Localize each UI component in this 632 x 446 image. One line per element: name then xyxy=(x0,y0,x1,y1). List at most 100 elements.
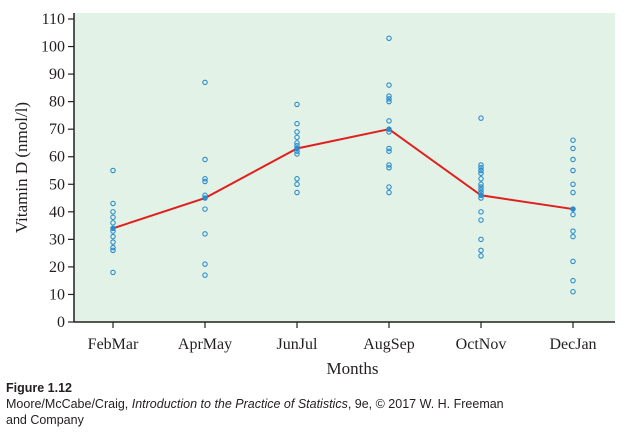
y-tick-label: 100 xyxy=(41,39,65,56)
credit-edition: , 9e, © 2017 W. H. Freeman xyxy=(347,397,504,411)
data-point xyxy=(570,211,576,218)
data-point xyxy=(570,258,576,265)
data-point xyxy=(110,214,116,221)
data-point xyxy=(386,145,392,152)
data-point xyxy=(386,162,392,168)
y-tick-label: 60 xyxy=(49,149,65,166)
x-tick-label: JunJul xyxy=(277,336,318,353)
data-point xyxy=(386,184,392,190)
data-point xyxy=(110,200,116,207)
data-point xyxy=(570,288,576,295)
x-tick-label: OctNov xyxy=(456,336,507,353)
mean-point xyxy=(294,146,300,151)
data-point xyxy=(570,167,576,174)
figure-caption: Figure 1.12 Moore/McCabe/Craig, Introduc… xyxy=(6,380,626,428)
data-point xyxy=(294,129,300,135)
data-point xyxy=(386,98,392,105)
data-point xyxy=(478,236,484,243)
y-tick-label: 10 xyxy=(49,286,65,303)
mean-point xyxy=(570,206,576,212)
data-point xyxy=(110,239,116,245)
data-point xyxy=(110,167,116,174)
data-point xyxy=(386,189,392,196)
data-point xyxy=(294,181,300,188)
mean-point xyxy=(386,126,392,132)
data-point xyxy=(570,189,576,196)
data-point xyxy=(202,206,208,212)
data-point xyxy=(478,217,484,223)
data-point xyxy=(570,145,576,152)
y-axis-label: Vitamin D (nmol/l) xyxy=(12,102,31,233)
x-tick-label: DecJan xyxy=(549,336,596,353)
x-tick-label: AugSep xyxy=(363,336,415,353)
data-point xyxy=(478,187,484,193)
data-point xyxy=(478,115,484,121)
data-point xyxy=(570,233,576,240)
y-tick-label: 20 xyxy=(49,259,65,276)
figure-label: Figure 1.12 xyxy=(6,381,72,395)
data-point xyxy=(570,277,576,284)
y-tick-label: 0 xyxy=(57,314,65,331)
data-point xyxy=(110,233,116,240)
credit-authors: Moore/McCabe/Craig, xyxy=(6,397,132,411)
data-point xyxy=(202,79,208,86)
data-point xyxy=(478,167,484,174)
data-point xyxy=(478,170,484,177)
mean-point xyxy=(110,225,116,231)
y-tick-label: 70 xyxy=(49,121,65,138)
data-point xyxy=(110,209,116,215)
x-axis-label: Months xyxy=(327,359,379,378)
data-point xyxy=(478,164,484,171)
data-point xyxy=(294,189,300,196)
data-point xyxy=(110,244,116,251)
data-point xyxy=(478,181,484,188)
data-point xyxy=(386,164,392,171)
data-point xyxy=(386,118,392,124)
mean-point xyxy=(478,192,484,198)
data-point xyxy=(478,184,484,190)
credit-line-2: and Company xyxy=(6,413,84,427)
data-point xyxy=(202,176,208,182)
data-point xyxy=(202,231,208,237)
x-tick-label: AprMay xyxy=(178,336,232,353)
y-tick-label: 110 xyxy=(42,11,65,28)
data-point xyxy=(570,156,576,163)
y-tick-label: 50 xyxy=(49,176,65,193)
data-point xyxy=(478,247,484,254)
data-point xyxy=(386,96,392,102)
data-point xyxy=(110,220,116,226)
mean-line xyxy=(112,128,574,230)
data-point xyxy=(294,134,300,141)
data-point xyxy=(478,162,484,168)
data-point xyxy=(202,178,208,185)
mean-point xyxy=(202,195,208,201)
data-point xyxy=(386,148,392,154)
data-point xyxy=(570,181,576,188)
data-point xyxy=(110,269,116,276)
credit-book-title: Introduction to the Practice of Statisti… xyxy=(131,397,348,411)
y-tick-label: 90 xyxy=(49,66,65,83)
data-point xyxy=(294,101,300,108)
data-point xyxy=(202,261,208,267)
y-tick-label: 40 xyxy=(49,204,65,221)
data-point xyxy=(478,209,484,215)
data-point xyxy=(386,93,392,99)
data-point xyxy=(478,176,484,182)
plot-background xyxy=(74,13,615,322)
data-point xyxy=(294,140,300,146)
credit-line: Moore/McCabe/Craig, Introduction to the … xyxy=(6,396,626,412)
data-point xyxy=(202,272,208,278)
data-point xyxy=(570,228,576,234)
y-tick-label: 80 xyxy=(49,94,65,111)
data-point xyxy=(386,35,392,42)
x-tick-label: FebMar xyxy=(88,336,139,353)
y-tick-label: 30 xyxy=(49,231,65,248)
data-point xyxy=(294,120,300,127)
data-point xyxy=(570,137,576,143)
vitamin-d-chart: 0 10 20 30 40 50 60 70 80 90 100 110 FebMar AprMay Jun… xyxy=(12,11,615,378)
data-point xyxy=(110,247,116,254)
data-point xyxy=(294,176,300,182)
data-point xyxy=(386,82,392,88)
data-point xyxy=(478,253,484,259)
data-point xyxy=(294,151,300,157)
